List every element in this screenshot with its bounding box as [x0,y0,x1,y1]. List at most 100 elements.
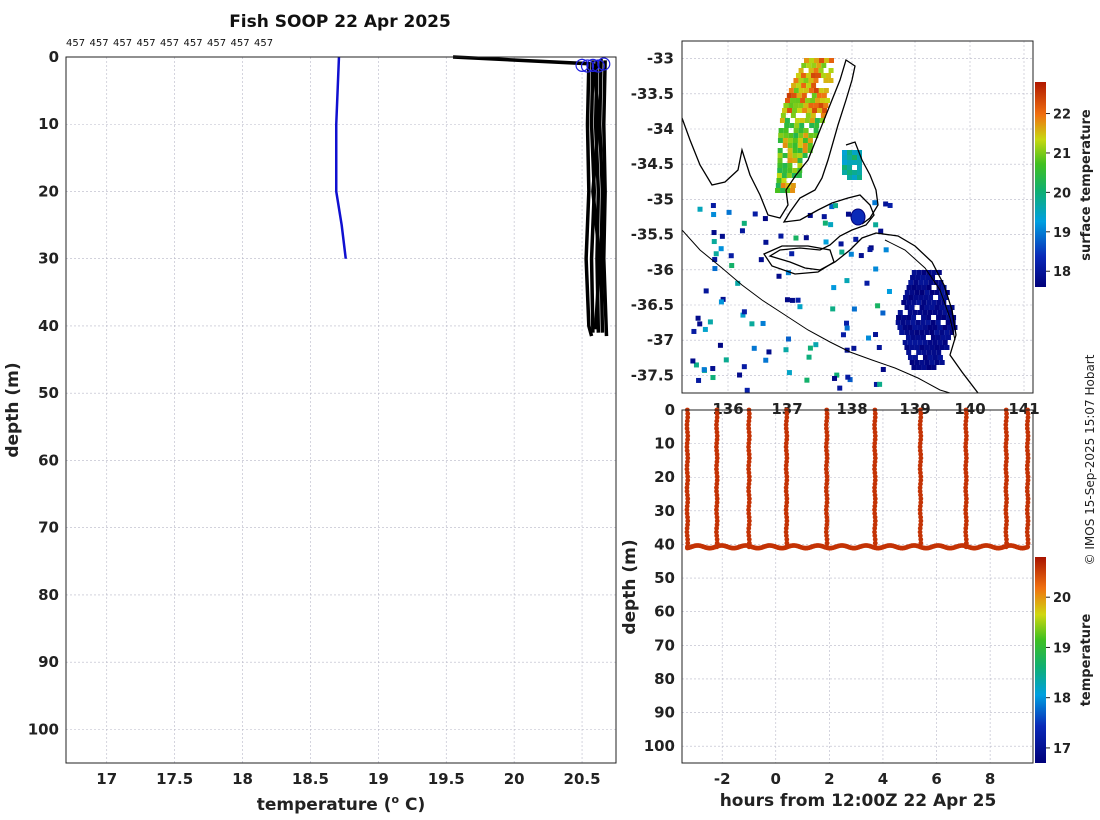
sst-pixel [793,133,799,138]
sst-pixel [701,367,707,373]
sst-pixel [919,305,925,310]
time-depth-y-tick-label: 60 [654,603,675,621]
sst-pixel [844,320,850,326]
sst-pixel [802,148,808,153]
sst-pixel [779,118,785,123]
time-depth-point [918,540,924,546]
map-lon-tick-label: 140 [954,400,985,418]
time-depth-y-tick-label: 40 [654,535,675,553]
time-depth-point [1003,522,1009,528]
sst-pixel [793,235,799,241]
time-depth-point [714,448,720,454]
sst-pixel [760,320,766,326]
time-depth-point [746,474,752,479]
time-depth-point [918,514,924,520]
profile-y-tick-label: 20 [38,182,59,200]
time-depth-y-tick-label: 10 [654,435,675,453]
profile-y-tick-label: 60 [38,451,59,469]
time-depth-point [918,474,924,479]
sst-pixel [800,73,806,78]
time-depth-point [1003,426,1009,431]
sst-pixel [797,158,803,163]
temperature-colorbar-tick-label: 18 [1053,692,1071,707]
time-depth-point [917,485,923,491]
time-depth-point [872,418,878,424]
sst-pixel [807,345,813,351]
time-depth-point [1025,411,1031,417]
time-depth-point [872,507,877,513]
sst-pixel [949,305,955,310]
sst-pixel [825,73,831,78]
time-depth-point [714,437,720,442]
time-depth-point [784,477,790,483]
sst-pixel [813,68,819,73]
time-depth-point [963,459,969,465]
sst-pixel [816,63,822,68]
time-depth-point [784,522,790,528]
time-depth-point [872,459,878,465]
time-depth-point [714,474,720,479]
sst-pixel [815,98,821,103]
sst-pixel [916,270,922,275]
sst-pixel [806,354,812,360]
sst-pixel [935,335,941,340]
time-depth-point [783,463,789,468]
sst-pixel [824,58,829,63]
map-lat-tick-label: -37.5 [631,366,674,384]
time-depth-point [1025,525,1030,531]
sst-pixel [796,83,802,88]
time-depth-point [872,455,878,461]
sst-pixel [928,280,934,285]
time-depth-point [746,414,752,420]
time-depth-point [784,418,789,424]
figure-title: Fish SOOP 22 Apr 2025 [229,12,451,32]
time-depth-point [1004,474,1009,479]
time-depth-point [823,466,829,472]
sst-pixel [783,103,789,108]
time-depth-point [1004,496,1009,502]
sst-pixel [939,290,945,295]
sst-pixel [921,350,927,355]
sst-pixel [925,275,931,280]
time-depth-point [1025,492,1031,498]
time-depth-point [784,451,790,457]
sst-pixel [866,335,872,341]
sst-pixel [927,355,933,360]
sst-pixel [933,280,939,285]
time-depth-point [714,455,720,461]
sst-pixel [803,88,809,93]
sst-pixel [793,78,799,83]
time-depth-y-tick-label: 20 [654,468,675,486]
sst-pixel [739,228,745,234]
sst-pixel [776,273,782,279]
sst-pixel [789,251,795,257]
time-depth-point [824,437,830,442]
time-depth-point [714,525,719,531]
profile-panel: 17 17.5 18 18.5 19 19.5 20 20.5 0 10 20 30 40 50 60 70… [3,38,617,815]
sst-pixel [832,375,838,381]
profile-x-tick-label: 18.5 [292,770,329,788]
time-depth-point [1024,444,1030,450]
sst-pixel [752,211,758,217]
sst-pixel [904,305,910,310]
map-lon-tick-label: 141 [1008,400,1039,418]
sst-pixel [840,332,846,338]
sst-pixel [908,280,914,285]
time-depth-point [1003,511,1009,516]
sst-pixel [929,345,935,350]
sst-pixel [787,108,793,113]
time-depth-point [684,485,690,491]
sst-pixel [934,330,940,335]
time-depth-point [685,518,691,524]
sst-pixel [913,280,919,285]
sst-pixel [931,365,937,370]
sst-pixel [808,133,814,138]
profile-x-tick-label: 17 [96,770,117,788]
sst-pixel [775,188,781,193]
time-depth-point [714,429,720,435]
sst-pixel [821,63,827,68]
time-depth-point [824,463,829,468]
time-depth-point [872,492,878,498]
time-depth-point [684,507,690,513]
time-depth-point [746,522,752,528]
